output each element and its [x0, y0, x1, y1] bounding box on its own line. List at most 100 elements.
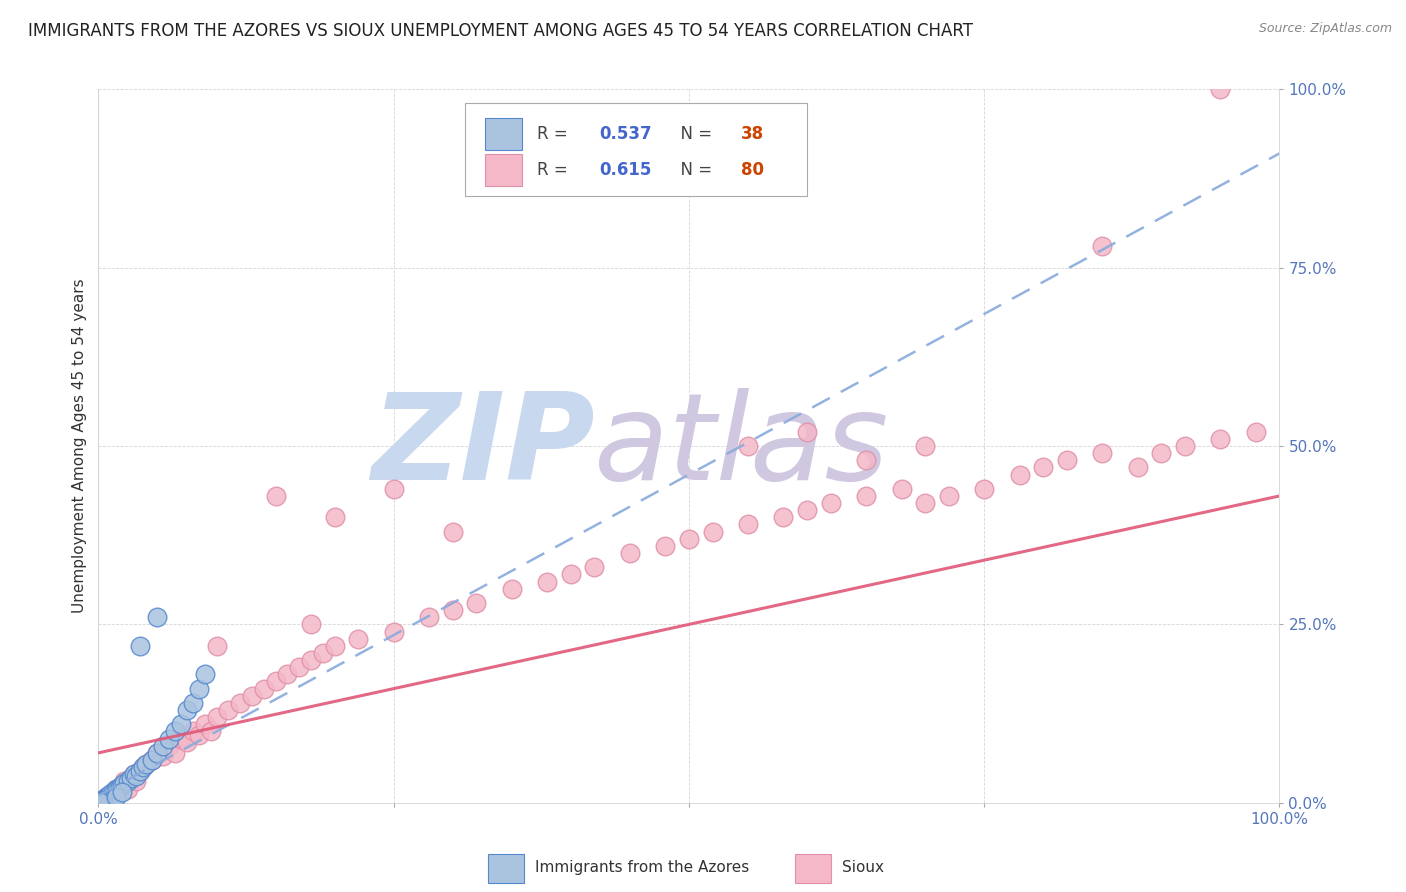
Point: [288, 660, 311, 674]
Point: [536, 574, 558, 589]
Point: [205, 710, 228, 724]
FancyBboxPatch shape: [464, 103, 807, 196]
Point: [96, 791, 118, 805]
Point: [187, 728, 209, 742]
Text: R =: R =: [537, 161, 572, 178]
Point: [1091, 446, 1114, 460]
Point: [108, 783, 131, 797]
Point: [105, 783, 128, 797]
Point: [323, 510, 346, 524]
Point: [112, 776, 135, 790]
Y-axis label: Unemployment Among Ages 45 to 54 years: Unemployment Among Ages 45 to 54 years: [72, 278, 87, 614]
Point: [98, 789, 121, 803]
Point: [619, 546, 641, 560]
Point: [94, 790, 117, 805]
Point: [122, 767, 145, 781]
Point: [128, 764, 150, 778]
Point: [152, 739, 174, 753]
Point: [128, 764, 150, 778]
Point: [276, 667, 298, 681]
Point: [737, 439, 759, 453]
Point: [141, 753, 163, 767]
Point: [253, 681, 276, 696]
Point: [146, 746, 169, 760]
Point: [187, 681, 209, 696]
Point: [128, 639, 150, 653]
Point: [146, 746, 169, 760]
Point: [194, 717, 217, 731]
Point: [441, 603, 464, 617]
Point: [441, 524, 464, 539]
Point: [229, 696, 252, 710]
Point: [1008, 467, 1031, 482]
Point: [132, 760, 155, 774]
FancyBboxPatch shape: [796, 855, 831, 883]
Point: [1056, 453, 1078, 467]
Point: [165, 746, 187, 760]
Point: [170, 717, 193, 731]
Point: [855, 453, 877, 467]
Point: [170, 731, 193, 746]
Point: [347, 632, 370, 646]
Text: 38: 38: [741, 125, 763, 143]
Point: [264, 674, 287, 689]
Point: [97, 789, 120, 803]
FancyBboxPatch shape: [485, 118, 523, 150]
Point: [973, 482, 995, 496]
Point: [1150, 446, 1173, 460]
Point: [1209, 432, 1232, 446]
Text: ZIP: ZIP: [371, 387, 595, 505]
Point: [135, 756, 157, 771]
Point: [93, 792, 115, 806]
Point: [702, 524, 724, 539]
Point: [89, 795, 111, 809]
Point: [98, 790, 121, 805]
Point: [125, 774, 148, 789]
Text: 80: 80: [741, 161, 763, 178]
Point: [101, 785, 124, 799]
Point: [240, 689, 263, 703]
Point: [165, 724, 187, 739]
Point: [112, 774, 135, 789]
Point: [194, 667, 217, 681]
Point: [90, 794, 112, 808]
Point: [111, 785, 134, 799]
Text: 0.615: 0.615: [599, 161, 651, 178]
Point: [737, 517, 759, 532]
Point: [181, 724, 204, 739]
Point: [264, 489, 287, 503]
Point: [98, 787, 121, 801]
Point: [117, 774, 139, 789]
Point: [796, 503, 818, 517]
Point: [938, 489, 960, 503]
Point: [105, 781, 128, 796]
Text: Source: ZipAtlas.com: Source: ZipAtlas.com: [1258, 22, 1392, 36]
Point: [181, 696, 204, 710]
Point: [121, 771, 143, 785]
Point: [111, 778, 134, 792]
Point: [1174, 439, 1197, 453]
Text: N =: N =: [671, 125, 717, 143]
Point: [205, 639, 228, 653]
Point: [1091, 239, 1114, 253]
Point: [97, 790, 120, 805]
FancyBboxPatch shape: [485, 153, 523, 186]
Text: Sioux: Sioux: [842, 860, 884, 874]
Point: [91, 794, 114, 808]
Text: R =: R =: [537, 125, 572, 143]
Point: [1209, 82, 1232, 96]
Point: [176, 735, 198, 749]
Point: [855, 489, 877, 503]
Point: [560, 567, 582, 582]
Point: [108, 780, 131, 794]
Point: [678, 532, 700, 546]
Point: [146, 610, 169, 624]
Point: [772, 510, 794, 524]
Point: [583, 560, 606, 574]
Point: [176, 703, 198, 717]
Point: [382, 482, 405, 496]
Point: [141, 753, 163, 767]
Point: [101, 785, 124, 799]
Point: [654, 539, 676, 553]
Point: [299, 617, 322, 632]
